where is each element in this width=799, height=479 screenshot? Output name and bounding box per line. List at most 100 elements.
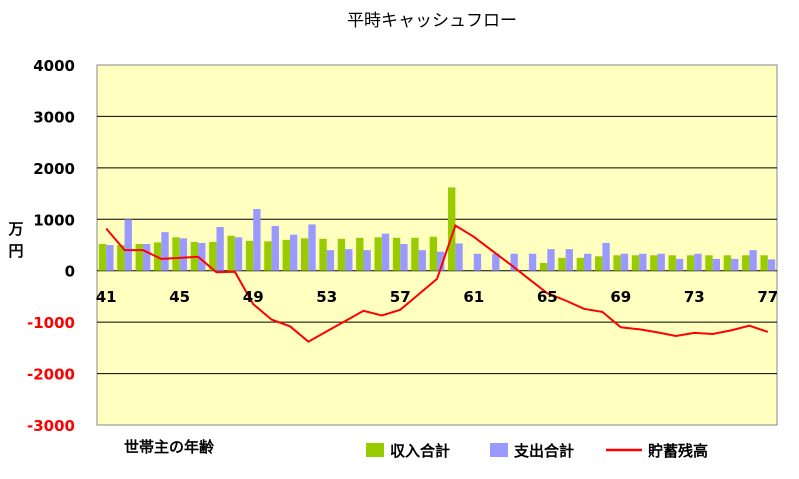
expense-bar	[271, 225, 279, 271]
income-bar	[650, 255, 658, 271]
x-tick-label: 77	[757, 288, 778, 306]
savings-line	[105, 223, 769, 343]
expense-bar	[437, 251, 445, 271]
income-bar	[668, 255, 676, 271]
x-axis-label: 世帯主の年齢	[124, 438, 215, 456]
expense-bar	[179, 238, 188, 271]
expense-bar	[289, 234, 298, 271]
expense-bar	[510, 253, 518, 271]
legend-swatch	[490, 443, 508, 457]
y-tick-label: 2000	[33, 160, 75, 178]
income-bar	[742, 255, 750, 271]
expense-bar	[675, 258, 684, 271]
svg-text:万: 万	[7, 220, 23, 238]
legend-swatch	[366, 443, 384, 457]
grid-lines	[97, 115, 777, 375]
expense-bar	[363, 250, 371, 271]
x-tick-label: 49	[243, 288, 264, 306]
income-bar	[356, 237, 364, 271]
income-bar	[135, 243, 143, 271]
expense-bar	[639, 253, 647, 271]
income-bar	[227, 235, 235, 271]
y-tick-label: 1000	[33, 211, 75, 229]
income-bar	[209, 241, 217, 271]
income-bar	[576, 257, 585, 271]
legend-label: 貯蓄残高	[648, 442, 708, 460]
x-tick-label: 73	[684, 288, 705, 306]
x-axis-ticks: 41 45 49 53 57 61 65 69 73 77	[96, 288, 778, 306]
expense-bar	[473, 253, 482, 271]
y-tick-label: -2000	[27, 366, 75, 384]
x-tick-label: 57	[390, 288, 411, 306]
expense-bar	[547, 249, 555, 271]
expense-bar	[198, 242, 206, 271]
expense-bar	[455, 243, 463, 271]
income-bar	[245, 240, 254, 271]
income-bar	[319, 238, 327, 271]
expense-bar	[767, 259, 776, 271]
y-tick-label: -3000	[27, 417, 75, 435]
x-tick-label: 61	[463, 288, 484, 306]
expense-bar	[124, 219, 132, 271]
income-bar	[539, 263, 548, 271]
income-bar	[631, 255, 640, 271]
income-bar	[392, 237, 401, 271]
income-bar	[117, 245, 125, 271]
expense-bar	[216, 227, 224, 271]
svg-text:円: 円	[8, 242, 23, 260]
expense-bar	[602, 242, 610, 271]
income-bar	[98, 243, 107, 271]
expense-bar	[418, 250, 426, 271]
expense-bar	[528, 253, 537, 271]
expense-bar	[142, 243, 151, 271]
expense-bar	[584, 253, 592, 271]
income-bar	[282, 239, 290, 271]
y-tick-label: 3000	[33, 108, 75, 126]
expense-bar	[694, 253, 702, 271]
legend-label: 支出合計	[513, 442, 574, 460]
chart-title: 平時キャッシュフロー	[347, 11, 517, 31]
expense-bar	[400, 243, 408, 271]
income-bar	[264, 241, 272, 271]
expense-bar	[381, 233, 390, 271]
y-axis-ticks: 4000 3000 2000 1000 0 -1000 -2000 -3000	[27, 57, 75, 435]
expense-bar	[161, 232, 169, 271]
x-tick-label: 65	[537, 288, 558, 306]
income-bar	[760, 255, 768, 271]
income-bar	[448, 187, 456, 271]
expense-bar	[234, 237, 243, 271]
income-bar	[613, 255, 621, 271]
expense-bar	[326, 250, 335, 271]
expense-bar	[345, 249, 353, 271]
expense-bar	[565, 249, 573, 271]
y-tick-label: 4000	[33, 57, 75, 75]
expense-bar	[749, 250, 757, 271]
expense-bar	[657, 253, 665, 271]
expense-bar	[308, 224, 316, 271]
income-bar	[429, 236, 437, 271]
x-tick-label: 53	[316, 288, 337, 306]
expense-bar	[106, 245, 114, 271]
income-bar	[558, 257, 566, 271]
income-bar	[686, 255, 695, 271]
income-bar	[411, 237, 419, 271]
expense-bar	[731, 258, 739, 271]
y-tick-label: 0	[65, 263, 75, 281]
expense-bar	[620, 253, 629, 271]
legend: 収入合計 支出合計 貯蓄残高	[366, 442, 708, 460]
income-bar	[172, 237, 180, 271]
y-axis-label: 万 円	[7, 220, 23, 260]
income-bar	[595, 256, 603, 271]
income-bar	[301, 238, 309, 271]
legend-label: 収入合計	[390, 442, 450, 460]
bar-series	[98, 187, 776, 271]
expense-bar	[712, 258, 721, 271]
income-bar	[705, 255, 713, 271]
expense-bar	[492, 253, 500, 271]
line-series	[105, 223, 769, 343]
x-tick-label: 69	[610, 288, 631, 306]
y-tick-label: -1000	[27, 314, 75, 332]
income-bar	[337, 238, 346, 271]
expense-bar	[253, 209, 261, 271]
